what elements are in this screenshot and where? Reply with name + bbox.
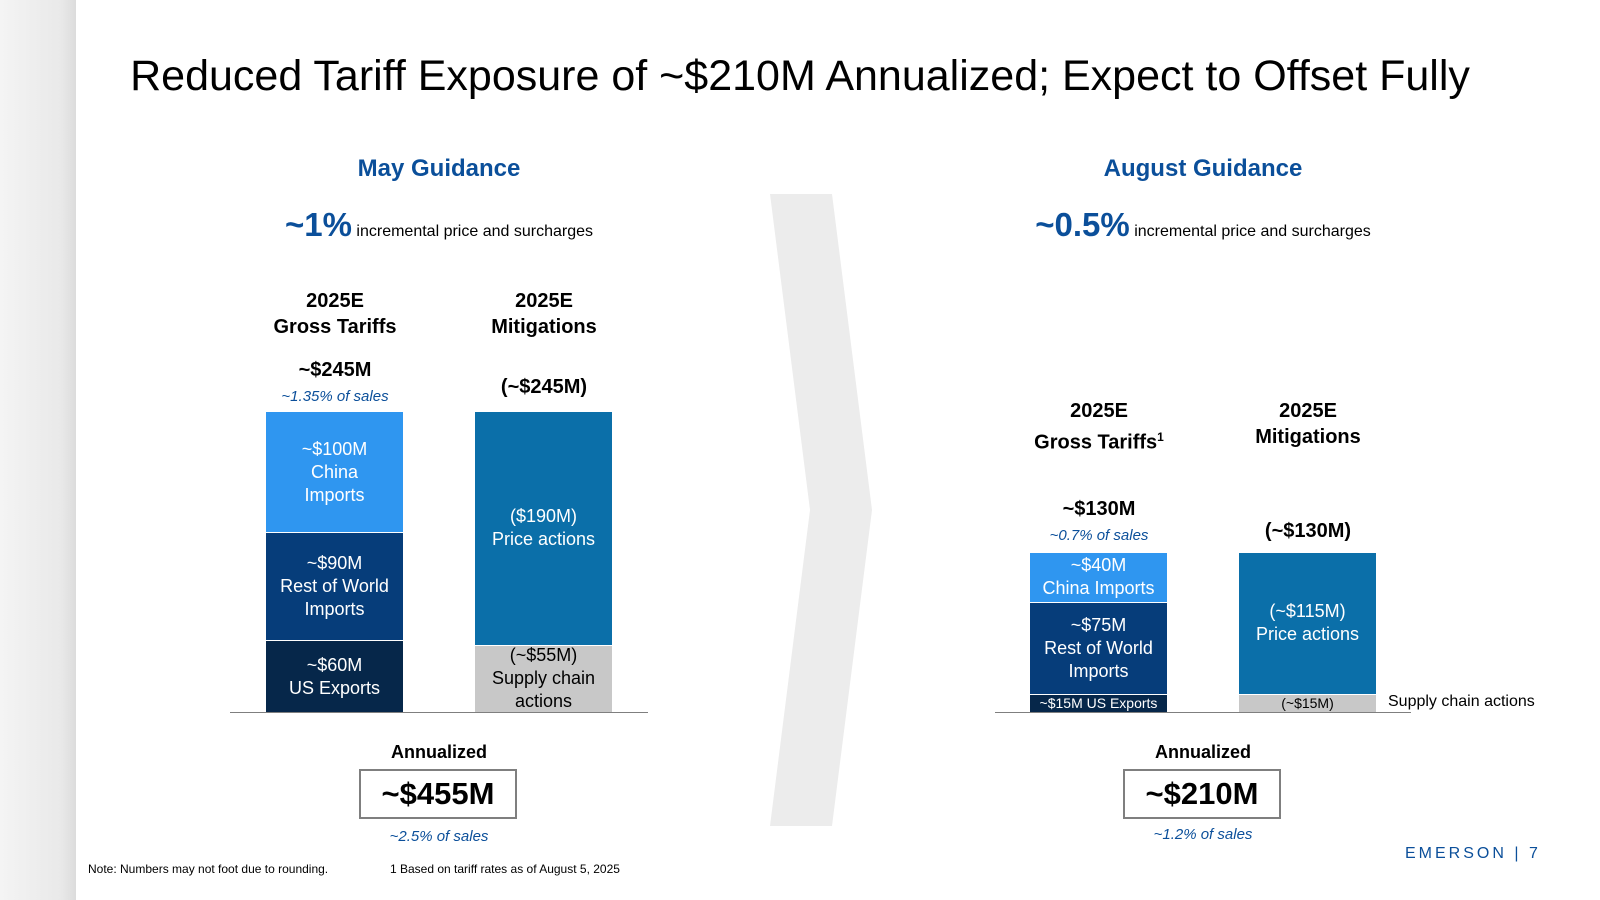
- august-gross-tariffs-header-line2: Gross Tariffs1: [999, 424, 1199, 456]
- may-mitigations-total: (~$245M): [500, 376, 588, 398]
- brand-page-number: EMERSON | 7: [1405, 845, 1541, 862]
- chevron-arrow-icon: [770, 194, 872, 826]
- august-baseline: [995, 712, 1411, 713]
- bar-segment-label-line: Price actions: [491, 529, 596, 550]
- stacked-bar-segments: (~$55M) Supply chain actions ($190M) Price a…: [475, 412, 612, 712]
- may-mitigations-header-line2: Mitigations: [491, 316, 597, 338]
- bar-segment-label-line: ~$60M: [306, 654, 363, 675]
- bar-segment-label-line: ($190M): [509, 506, 577, 527]
- may-gross-tariffs-header-line1: 2025E: [306, 290, 364, 312]
- may-headline-value: ~1%: [285, 206, 352, 243]
- august-gross-tariffs-header: 2025E Gross Tariffs1: [999, 398, 1199, 456]
- bar-segment-label: ($190M) Price actions: [492, 505, 595, 551]
- bar-segment-china-imports: ~$40M China Imports: [1030, 553, 1167, 602]
- bar-segment-label-line: Imports: [1068, 660, 1129, 681]
- bar-segment-rest-of-world-imports: ~$75M Rest of World Imports: [1030, 601, 1167, 694]
- bar-segment-label-line: actions: [514, 691, 573, 712]
- august-mitigations-total: (~$130M): [1264, 520, 1352, 542]
- bar-segment-rest-of-world-imports: ~$90M Rest of World Imports: [266, 532, 403, 640]
- stacked-bar-segments: ~$15M US Exports ~$75M Rest of World Import…: [1030, 553, 1167, 712]
- may-gross-tariffs-header: 2025E Gross Tariffs: [235, 288, 435, 340]
- august-mitigations-header: 2025E Mitigations: [1208, 398, 1408, 450]
- rounding-note: Note: Numbers may not foot due to roundi…: [88, 862, 329, 876]
- bar-segment-label: ~$40M China Imports: [1042, 554, 1154, 600]
- bar-segment-label-line: ~$75M: [1070, 614, 1127, 635]
- may-baseline: [230, 712, 648, 713]
- august-annualized-label: Annualized: [1154, 742, 1251, 762]
- bar-segment-label-line: ~$90M: [306, 553, 363, 573]
- may-annualized-value: ~$455M: [381, 776, 495, 811]
- bar-segment-label-line: China Imports: [1042, 578, 1155, 599]
- bar-segment-supply-chain-actions: (~$15M): [1239, 693, 1376, 712]
- bar-segment-label: ~$100M China Imports: [302, 438, 368, 507]
- bar-segment-label-line: (~$15M): [1281, 695, 1334, 712]
- may-annualized-box: ~$455M: [359, 769, 517, 819]
- bar-segment-us-exports: ~$15M US Exports: [1030, 693, 1167, 712]
- bar-segment-label-line: Rest of World: [1044, 637, 1153, 658]
- august-gross-pct-of-sales: ~0.7% of sales: [1049, 527, 1149, 544]
- bar-segment-label: (~$115M) Price actions: [1256, 600, 1359, 646]
- may-guidance-title: May Guidance: [357, 155, 521, 182]
- bar-segment-label-line: ~$15M US Exports: [1039, 695, 1158, 712]
- bar-segment-label-line: (~$55M): [509, 645, 578, 666]
- bar-segment-label: ~$60M US Exports: [289, 654, 380, 700]
- bar-segment-label-line: ~$40M: [1070, 555, 1127, 576]
- may-mitigations-bar: (~$55M) Supply chain actions ($190M) Price a…: [475, 412, 612, 712]
- august-headline-text: incremental price and surcharges: [1134, 223, 1371, 240]
- slide-title: Reduced Tariff Exposure of ~$210M Annual…: [130, 52, 1470, 100]
- footnote-1: 1 Based on tariff rates as of August 5, …: [390, 862, 620, 876]
- august-headline: ~0.5% incremental price and surcharges: [953, 206, 1453, 244]
- bar-segment-price-actions: ($190M) Price actions: [475, 412, 612, 645]
- bar-segment-label: ~$75M Rest of World Imports: [1044, 614, 1153, 683]
- bar-segment-china-imports: ~$100M China Imports: [266, 412, 403, 532]
- may-annualized-pct: ~2.5% of sales: [389, 828, 489, 845]
- bar-segment-us-exports: ~$60M US Exports: [266, 640, 403, 712]
- may-gross-tariffs-header-line2: Gross Tariffs: [273, 316, 397, 338]
- may-gross-total: ~$245M: [298, 359, 372, 381]
- bar-segment-label-line: US Exports: [288, 677, 381, 698]
- bar-segment-label-line: Supply chain: [491, 668, 596, 689]
- bar-segment-price-actions: (~$115M) Price actions: [1239, 553, 1376, 694]
- august-mitigations-bar: (~$15M) (~$115M) Price actions: [1239, 553, 1376, 712]
- may-headline: ~1% incremental price and surcharges: [189, 206, 689, 244]
- august-gross-tariffs-header-text: Gross Tariffs: [1034, 431, 1158, 454]
- may-gross-pct-of-sales: ~1.35% of sales: [281, 388, 389, 405]
- bar-segment-label: ~$15M US Exports: [1040, 695, 1158, 711]
- may-gross-tariffs-bar: ~$60M US Exports ~$90M Rest of World Imports…: [266, 412, 403, 712]
- bar-segment-label: ~$90M Rest of World Imports: [280, 552, 389, 621]
- august-gross-total: ~$130M: [1062, 498, 1136, 520]
- bar-segment-label-line: Imports: [304, 484, 365, 505]
- august-annualized-pct: ~1.2% of sales: [1153, 826, 1253, 843]
- bar-segment-label-line: China: [310, 461, 359, 482]
- bar-segment-label: (~$55M) Supply chain actions: [492, 644, 595, 713]
- august-mitigations-header-line1: 2025E: [1279, 400, 1337, 422]
- stacked-bar-segments: (~$15M) (~$115M) Price actions: [1239, 553, 1376, 712]
- bar-segment-label: (~$15M): [1281, 695, 1334, 711]
- august-supply-chain-note: Supply chain actions: [1388, 693, 1535, 710]
- august-annualized-value: ~$210M: [1145, 776, 1259, 811]
- bar-segment-label-line: Price actions: [1255, 624, 1360, 645]
- bar-segment-label-line: (~$115M): [1269, 601, 1346, 622]
- august-headline-value: ~0.5%: [1035, 206, 1130, 243]
- august-guidance-title: August Guidance: [1103, 155, 1303, 182]
- slide-left-edge: [0, 0, 76, 900]
- stacked-bar-segments: ~$60M US Exports ~$90M Rest of World Imports…: [266, 412, 403, 712]
- bar-segment-label-line: Imports: [304, 599, 365, 619]
- may-headline-text: incremental price and surcharges: [356, 223, 593, 240]
- august-mitigations-header-line2: Mitigations: [1255, 426, 1361, 448]
- bar-segment-label-line: ~$100M: [301, 438, 368, 459]
- may-mitigations-header-line1: 2025E: [515, 290, 573, 312]
- august-gross-tariffs-header-line1: 2025E: [1070, 400, 1128, 422]
- footnote-ref-1: 1: [1157, 430, 1164, 444]
- august-gross-tariffs-bar: ~$15M US Exports ~$75M Rest of World Import…: [1030, 553, 1167, 712]
- may-annualized-label: Annualized: [390, 742, 487, 762]
- bar-segment-supply-chain-actions: (~$55M) Supply chain actions: [475, 644, 612, 713]
- may-mitigations-header: 2025E Mitigations: [444, 288, 644, 340]
- august-annualized-box: ~$210M: [1123, 769, 1281, 819]
- bar-segment-label-line: Rest of World: [280, 576, 389, 596]
